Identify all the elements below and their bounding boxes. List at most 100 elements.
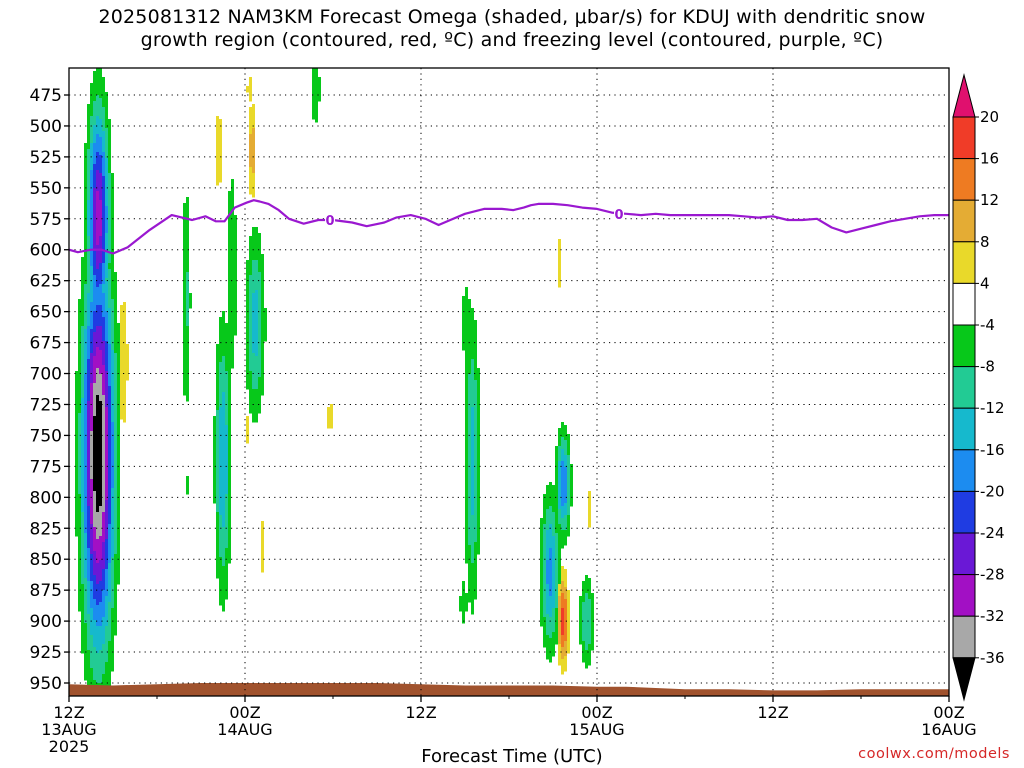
omega-cell [219,404,222,408]
omega-cell [81,632,87,636]
omega-cell [186,491,189,495]
omega-cell [561,629,564,633]
omega-cell [90,455,93,459]
omega-cell [90,515,93,519]
omega-cell [249,308,252,312]
omega-cell [183,209,189,213]
omega-cell [114,365,117,369]
omega-cell [84,653,90,657]
omega-cell [87,401,90,405]
omega-cell [87,209,90,213]
omega-cell [90,368,93,372]
omega-cell [96,200,102,204]
omega-cell [216,170,222,174]
omega-cell [108,320,111,324]
omega-cell [108,227,111,231]
omega-cell [474,431,477,435]
omega-cell [186,305,189,309]
omega-cell [87,599,90,603]
omega-cell [81,509,84,513]
plot-frame [68,67,950,697]
omega-cell [87,512,90,516]
omega-cell [465,479,468,483]
omega-cell [84,422,87,426]
omega-cell [108,332,111,336]
omega-cell [87,371,90,375]
omega-cell [87,437,90,441]
omega-cell [591,599,594,603]
omega-cell [246,308,249,312]
omega-cell [546,485,558,489]
omega-cell [261,530,264,534]
omega-cell [78,347,81,351]
omega-cell [105,671,111,675]
omega-cell [90,413,93,417]
omega-cell [96,623,102,627]
omega-cell [312,104,318,108]
omega-cell [111,479,114,483]
omega-cell [102,197,105,201]
omega-cell [102,374,105,378]
omega-cell [78,428,81,432]
omega-cell [249,341,252,345]
omega-cell [93,104,102,108]
omega-cell [75,446,78,450]
omega-cell [216,380,219,384]
omega-cell [216,428,219,432]
omega-cell [105,242,108,246]
omega-cell [585,641,591,645]
omega-cell [570,491,573,495]
omega-cell [102,305,105,309]
omega-cell [75,383,81,387]
y-tick-label: 675 [30,334,62,354]
omega-cell [84,152,87,156]
omega-cell [114,308,117,312]
omega-cell [183,227,189,231]
omega-cell [90,347,93,351]
omega-cell [105,521,108,525]
omega-cell [96,308,102,312]
omega-cell [105,194,108,198]
omega-cell [84,494,87,498]
omega-cell [108,611,111,615]
omega-cell [90,374,93,378]
omega-cell [315,119,318,123]
omega-cell [75,374,81,378]
omega-cell [582,611,591,615]
omega-cell [84,245,87,249]
omega-cell [183,293,186,297]
omega-cell [93,548,102,552]
omega-cell [102,161,105,165]
omega-cell [108,233,111,237]
omega-cell [93,158,96,162]
omega-cell [462,590,465,594]
omega-cell [90,122,96,126]
omega-cell [561,458,567,462]
omega-cell [114,476,117,480]
omega-cell [81,563,84,567]
omega-cell [246,356,249,360]
omega-cell [474,413,477,417]
omega-cell [87,251,90,255]
omega-cell [585,578,591,582]
omega-cell [87,608,93,612]
omega-cell [87,296,93,300]
omega-cell [108,614,111,618]
omega-cell [105,116,108,120]
omega-cell [93,428,102,432]
omega-cell [108,593,111,597]
omega-cell [87,113,93,117]
omega-cell [582,653,591,657]
omega-cell [558,434,570,438]
omega-cell [114,374,117,378]
omega-cell [87,254,90,258]
omega-cell [567,623,570,627]
omega-cell [561,437,564,441]
omega-cell [555,614,558,618]
omega-cell [249,326,252,330]
omega-cell [90,203,93,207]
omega-cell [93,143,102,147]
omega-cell [84,395,87,399]
omega-cell [108,428,111,432]
omega-cell [75,527,81,531]
